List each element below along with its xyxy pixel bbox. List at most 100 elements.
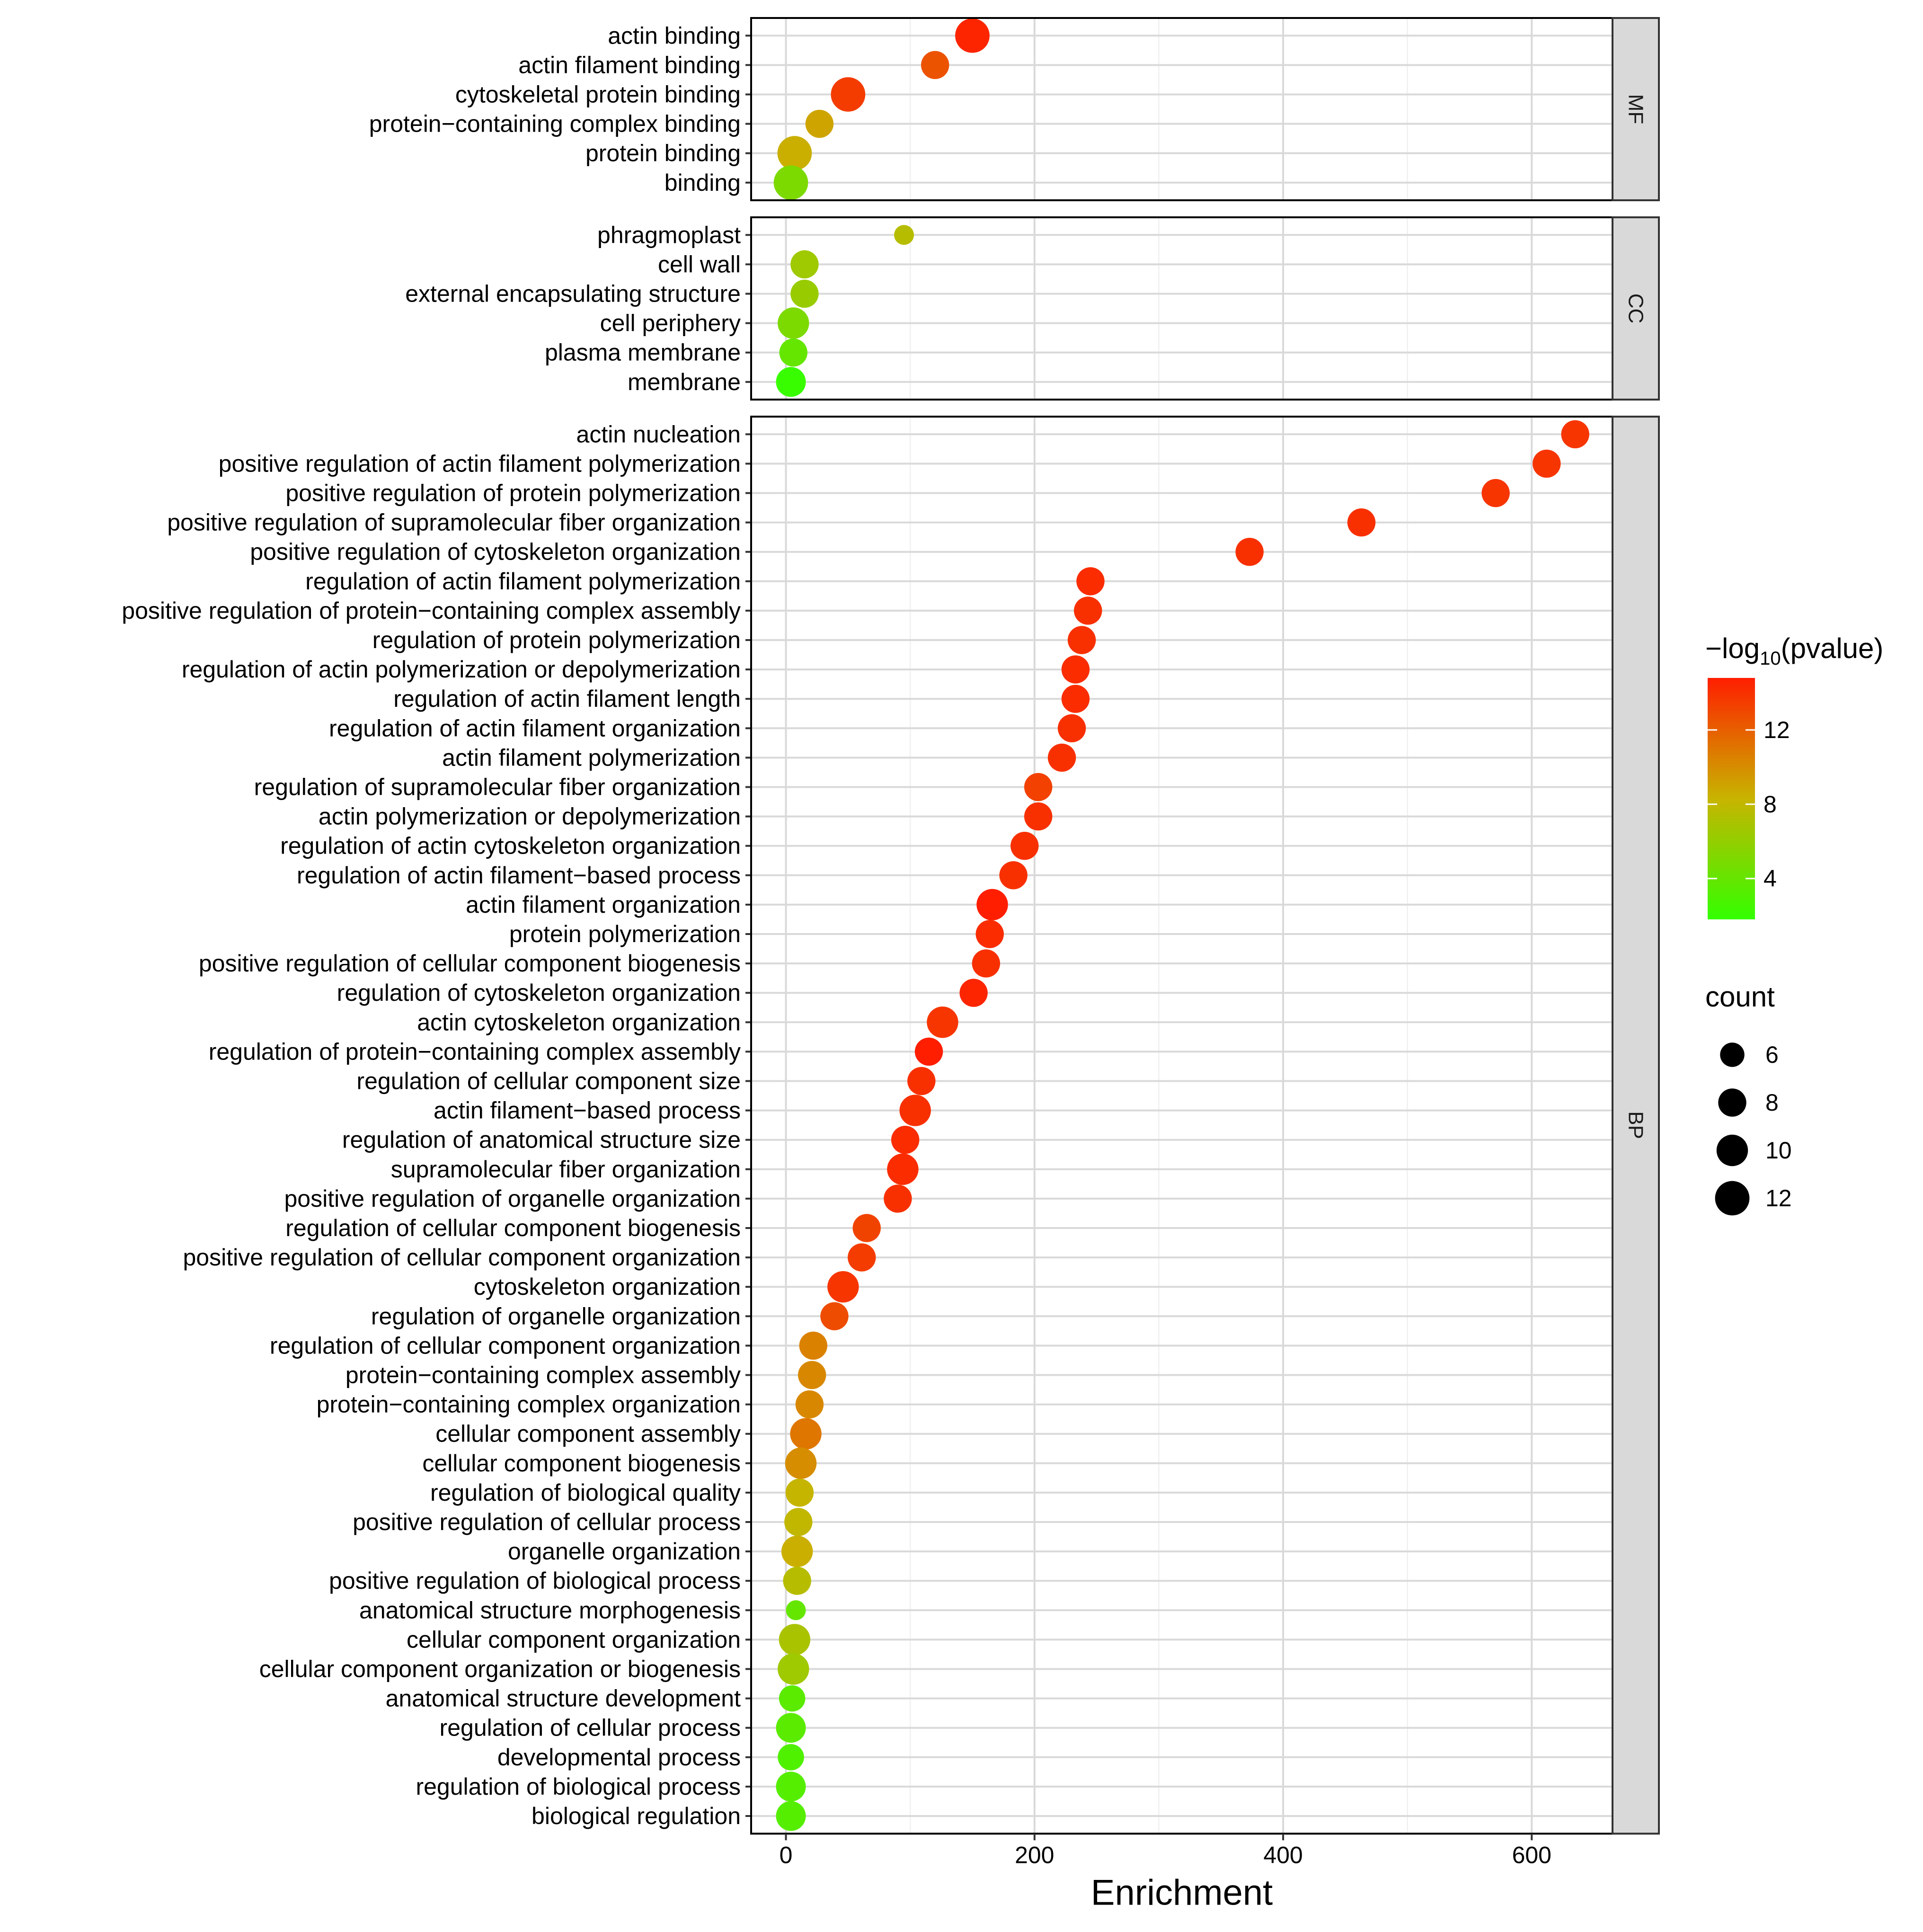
y-tick-label: regulation of cellular process (440, 1715, 741, 1741)
y-tick-label: actin filament organization (466, 891, 741, 918)
data-point (776, 1801, 806, 1831)
y-tick-label: cellular component assembly (435, 1421, 741, 1447)
y-tick-label: positive regulation of cellular componen… (183, 1244, 741, 1271)
data-point (975, 920, 1004, 948)
data-point (1057, 714, 1086, 742)
data-point (914, 1037, 943, 1066)
data-point (891, 1126, 920, 1154)
y-tick-label: actin filament−based process (434, 1097, 741, 1124)
size-legend-dot (1716, 1134, 1748, 1166)
data-point (907, 1067, 936, 1095)
y-tick-label: regulation of actin filament polymerizat… (305, 568, 741, 595)
data-point (884, 1184, 912, 1213)
color-legend-title-prefix: −log (1705, 632, 1760, 664)
data-point (831, 77, 866, 112)
data-point (785, 1447, 817, 1479)
y-tick-label: cell wall (658, 251, 741, 277)
y-tick-label: cytoskeletal protein binding (455, 81, 741, 107)
data-point (790, 1418, 822, 1450)
panel-background (751, 217, 1613, 400)
facet-strip-label: BP (1624, 1111, 1648, 1139)
x-tick-label: 0 (780, 1842, 793, 1868)
size-legend-label: 12 (1765, 1185, 1792, 1211)
x-axis: 0 200 400 600 Enrichment (780, 1834, 1551, 1913)
data-point (1047, 743, 1076, 772)
data-point (783, 1567, 811, 1595)
data-point (785, 1478, 814, 1507)
data-point (779, 1624, 811, 1656)
facet-strip-label: MF (1624, 94, 1648, 125)
data-point (781, 1535, 813, 1567)
color-legend: −log10(pvalue) 4 8 12 (1705, 632, 1883, 919)
y-tick-label: regulation of protein polymerization (372, 627, 741, 653)
data-point (1067, 626, 1096, 654)
y-tick-label: regulation of actin polymerization or de… (182, 656, 741, 683)
panel-mf: actin binding actin filament binding cytos… (369, 17, 1660, 202)
size-legend-dot (1715, 1181, 1750, 1216)
data-point (1235, 538, 1264, 566)
y-tick-label: positive regulation of actin filament po… (219, 450, 741, 477)
y-tick-label: positive regulation of organelle organiz… (284, 1185, 741, 1212)
y-tick-label: regulation of anatomical structure size (342, 1127, 741, 1153)
data-point (1533, 449, 1561, 478)
data-point (776, 367, 806, 397)
facet-strip (1612, 416, 1660, 1835)
data-point (894, 225, 914, 245)
y-tick-label: actin polymerization or depolymerization (319, 803, 741, 830)
size-legend-label: 10 (1765, 1137, 1792, 1164)
y-tick-label: regulation of organelle organization (371, 1303, 741, 1329)
data-point (1076, 567, 1105, 596)
colorbar-tick-label: 8 (1763, 791, 1777, 818)
y-tick-label: regulation of actin filament length (393, 686, 741, 712)
y-tick-label: regulation of cellular component size (356, 1068, 741, 1095)
data-point (999, 861, 1028, 890)
data-point (779, 1685, 806, 1712)
y-tick-label: regulation of cellular component biogene… (285, 1215, 741, 1241)
y-tick-label: actin filament polymerization (442, 744, 741, 771)
y-tick-label: actin binding (608, 22, 741, 49)
data-point (827, 1271, 859, 1303)
data-point (777, 136, 812, 171)
panel-background (751, 18, 1613, 201)
data-point (779, 338, 807, 367)
y-tick-label: actin filament binding (518, 52, 741, 78)
x-tick-label: 200 (1015, 1842, 1054, 1868)
y-tick-label: membrane (628, 369, 741, 395)
y-tick-label: regulation of protein−containing complex… (209, 1038, 741, 1065)
y-tick-label: cellular component organization (407, 1626, 741, 1653)
data-point (778, 1653, 809, 1685)
data-point (795, 1390, 824, 1419)
size-legend-label: 8 (1765, 1089, 1779, 1116)
data-point (852, 1214, 881, 1242)
facet-strip-label: CC (1624, 294, 1648, 324)
x-axis-title: Enrichment (1091, 1872, 1273, 1913)
y-tick-label: actin nucleation (576, 421, 741, 447)
data-point (1024, 773, 1053, 801)
data-point (848, 1243, 876, 1272)
data-point (1074, 597, 1102, 625)
y-tick-label: regulation of actin cytoskeleton organiz… (280, 833, 741, 859)
size-legend-dot (1720, 1042, 1745, 1067)
y-tick-label: protein−containing complex assembly (346, 1362, 741, 1389)
color-legend-title-suffix: (pvalue) (1781, 632, 1884, 664)
data-point (1481, 479, 1510, 507)
data-point (786, 1600, 806, 1620)
data-point (776, 1713, 806, 1743)
y-tick-label: organelle organization (508, 1538, 741, 1565)
color-legend-title-subscript: 10 (1760, 648, 1781, 669)
data-point (1347, 508, 1376, 537)
y-tick-label: protein binding (585, 140, 741, 167)
y-tick-label: positive regulation of protein−containin… (122, 597, 741, 624)
y-tick-label: external encapsulating structure (405, 280, 741, 307)
y-tick-label: plasma membrane (545, 339, 741, 366)
data-point (1024, 802, 1053, 831)
y-tick-label: positive regulation of cellular process (353, 1509, 741, 1535)
y-tick-label: protein polymerization (509, 921, 741, 947)
y-tick-label: developmental process (497, 1744, 741, 1771)
data-point (972, 949, 1001, 978)
data-point (776, 1772, 806, 1802)
y-tick-label: positive regulation of supramolecular fi… (167, 509, 741, 536)
data-point (959, 979, 988, 1007)
y-tick-label: positive regulation of biological proces… (329, 1567, 741, 1594)
